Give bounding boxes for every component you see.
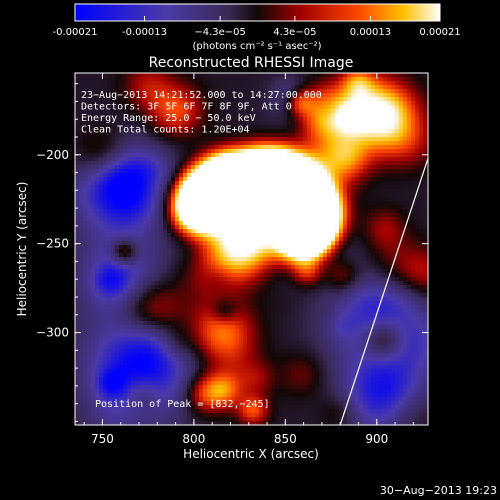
colorbar-ticks bbox=[74, 16, 441, 21]
y-axis-label: Heliocentric Y (arcsec) bbox=[15, 182, 29, 317]
x-ticks: 750 800 850 900 bbox=[83, 73, 414, 446]
colorbar-tick-label: -0.00021 bbox=[53, 27, 98, 38]
colorbar-tick-label: 0.00013 bbox=[350, 27, 391, 38]
x-axis-label: Heliocentric X (arcsec) bbox=[183, 447, 319, 461]
x-tick-label: 850 bbox=[274, 432, 297, 446]
colorbar bbox=[74, 3, 441, 22]
info-line: Clean Total counts: 1.20E+04 bbox=[81, 125, 250, 136]
footer-timestamp: 30−Aug−2013 19:23 bbox=[380, 484, 497, 497]
x-tick-label: 750 bbox=[91, 432, 114, 446]
chart-title: Reconstructed RHESSI Image bbox=[149, 55, 354, 71]
colorbar-tick-label: 4.3e−05 bbox=[273, 27, 316, 38]
y-tick-label: −300 bbox=[36, 326, 69, 340]
colorbar-tick-labels: -0.00021 -0.00013 −4.3e−05 4.3e−05 0.00013 0.… bbox=[53, 27, 461, 38]
info-line: Detectors: 3F 5F 6F 7F 8F 9F, Att 0 bbox=[81, 102, 292, 113]
colorbar-tick-label: 0.00021 bbox=[419, 27, 460, 38]
peak-position-label: Position of Peak = [832,−245] bbox=[95, 399, 270, 410]
colorbar-tick-label: -0.00013 bbox=[122, 27, 167, 38]
x-tick-label: 900 bbox=[365, 432, 388, 446]
colorbar-tick-label: −4.3e−05 bbox=[194, 27, 246, 38]
info-line: Energy Range: 25.0 − 50.0 keV bbox=[81, 113, 256, 124]
y-tick-label: −250 bbox=[36, 237, 69, 251]
info-line: 23−Aug−2013 14:21:52.000 to 14:27:00.000 bbox=[81, 90, 322, 101]
y-tick-label: −200 bbox=[36, 148, 69, 162]
colorbar-unit-label: (photons cm⁻² s⁻¹ asec⁻²) bbox=[192, 41, 321, 52]
heatmap-cells bbox=[75, 73, 428, 425]
plot-frame bbox=[74, 72, 429, 426]
info-text-block: 23−Aug−2013 14:21:52.000 to 14:27:00.000… bbox=[81, 90, 322, 136]
solar-limb-line bbox=[339, 158, 428, 425]
x-tick-label: 800 bbox=[182, 432, 205, 446]
y-ticks: −200 −250 −300 bbox=[36, 83, 428, 422]
